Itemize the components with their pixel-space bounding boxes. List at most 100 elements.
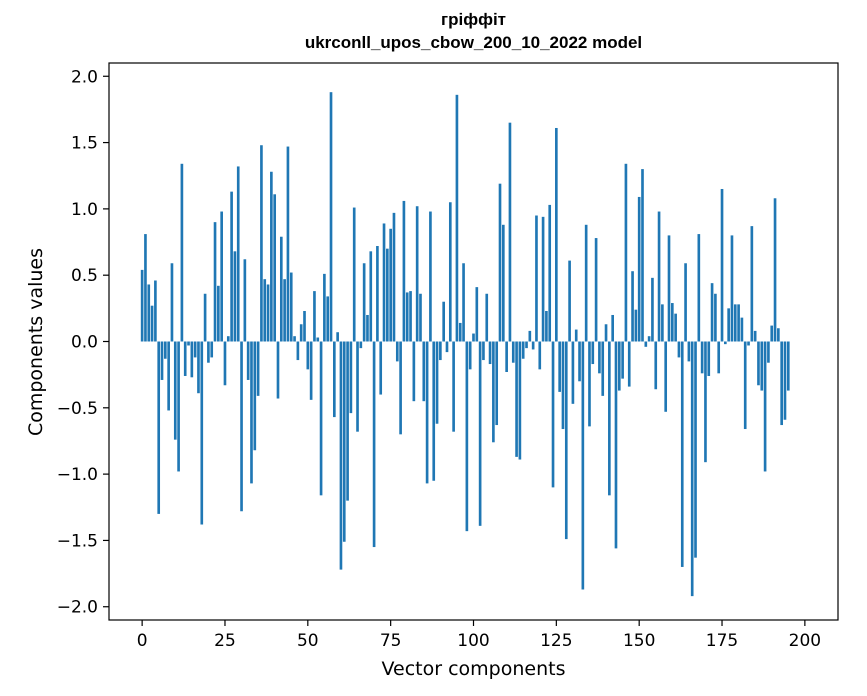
bar [631, 271, 634, 342]
bar [770, 325, 774, 342]
bar [555, 127, 558, 342]
bar [647, 336, 651, 342]
bar [558, 341, 561, 392]
bar [260, 145, 263, 342]
bar [538, 341, 542, 370]
x-tick-label: 200 [789, 631, 821, 651]
bar [462, 263, 465, 342]
bar [661, 304, 664, 342]
bar [187, 341, 190, 346]
bar [303, 310, 306, 342]
x-tick-label: 25 [214, 631, 236, 651]
bar [157, 341, 161, 514]
bar [425, 341, 429, 484]
bar [316, 337, 320, 342]
bar [535, 215, 538, 342]
bar [747, 341, 750, 346]
bar [435, 341, 439, 424]
bar [680, 341, 684, 567]
x-tick-label: 100 [457, 631, 489, 651]
bar [170, 263, 174, 342]
y-tick-label: −1.0 [57, 465, 98, 485]
bar [342, 341, 346, 542]
bar [263, 279, 267, 342]
bar [319, 341, 323, 496]
bar [568, 260, 571, 342]
bar [412, 341, 416, 402]
bar [293, 336, 296, 342]
bar [488, 341, 492, 365]
bar [773, 198, 777, 342]
bar [180, 163, 184, 342]
bar [724, 341, 727, 345]
bar [154, 280, 157, 342]
bar [395, 341, 399, 362]
bar [296, 341, 300, 361]
bar [667, 235, 671, 342]
bar [210, 341, 214, 358]
bar [313, 291, 316, 342]
bar [382, 223, 386, 342]
bar [501, 224, 505, 342]
bar [376, 246, 379, 342]
y-axis-label: Components values [25, 247, 47, 437]
x-tick-label: 75 [380, 631, 402, 651]
bar [727, 308, 730, 342]
bar [246, 341, 250, 380]
bar [253, 341, 257, 451]
bar [750, 226, 754, 342]
bar [405, 292, 409, 342]
bar [714, 293, 717, 342]
bar [326, 296, 330, 342]
bar [777, 328, 780, 342]
bar [286, 146, 290, 342]
bar [266, 284, 270, 342]
bar [780, 341, 783, 426]
bar [193, 341, 197, 358]
bar [521, 341, 525, 359]
y-tick-label: −1.5 [57, 531, 98, 551]
bar [359, 341, 363, 349]
bar [362, 263, 366, 342]
bar [515, 341, 518, 457]
bar [581, 341, 585, 590]
bar [578, 341, 581, 382]
bar [273, 194, 277, 342]
bar [670, 303, 674, 342]
bar [455, 94, 459, 342]
bar [541, 216, 545, 342]
bar [677, 341, 681, 358]
bar [289, 272, 293, 342]
bar [783, 341, 787, 420]
bar [644, 341, 648, 347]
bar [432, 341, 436, 481]
bar [525, 341, 528, 349]
bar [422, 341, 426, 402]
bar [763, 341, 767, 472]
bar [226, 336, 230, 342]
bar [657, 211, 661, 342]
bar [190, 341, 194, 378]
bar [634, 309, 638, 342]
bar [528, 330, 532, 342]
bar [220, 211, 223, 342]
bar [545, 310, 548, 342]
bar [386, 248, 389, 342]
bar [664, 341, 668, 412]
bar [704, 341, 707, 463]
bar [243, 259, 247, 342]
y-tick-label: −0.5 [57, 399, 98, 419]
bar [276, 341, 280, 399]
bar [392, 212, 396, 342]
bar [366, 314, 369, 342]
bar [757, 341, 760, 386]
bar [767, 341, 770, 363]
bar [402, 200, 406, 342]
y-tick-label: 0.5 [71, 266, 98, 286]
bar [594, 238, 598, 342]
bar [518, 341, 522, 460]
bar [482, 341, 485, 361]
bar [207, 341, 210, 363]
bar [733, 304, 737, 342]
x-tick-label: 0 [137, 631, 148, 651]
